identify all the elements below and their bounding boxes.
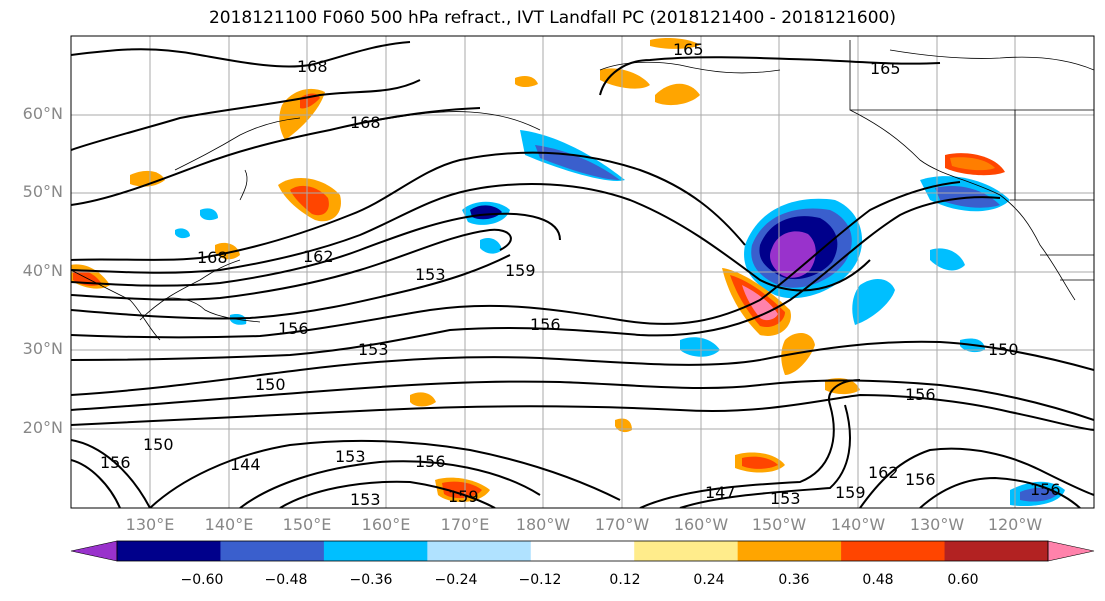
contour-label: 168 — [297, 57, 328, 76]
lon-label: 160°W — [673, 515, 729, 534]
contour-label: 156 — [1030, 480, 1061, 499]
colorbar-tick: 0.24 — [693, 572, 725, 588]
colorbar-segment — [220, 541, 325, 561]
colorbar-tick: −0.12 — [518, 572, 562, 588]
lon-label: 130°E — [125, 515, 175, 534]
contour-label: 159 — [835, 483, 866, 502]
colorbar-tick: 0.12 — [609, 572, 641, 588]
colorbar-segment — [634, 541, 739, 561]
lon-label: 120°W — [987, 515, 1043, 534]
contour-label: 150 — [143, 435, 174, 454]
contour-label: 156 — [100, 453, 131, 472]
lat-label: 60°N — [22, 104, 63, 123]
contour-label: 156 — [905, 385, 936, 404]
contour-label: 153 — [770, 489, 801, 508]
contour-label: 156 — [905, 470, 936, 489]
colorbar-tick: −0.24 — [434, 572, 478, 588]
colorbar-extend-min — [70, 540, 118, 562]
colorbar-segment — [427, 541, 532, 561]
colorbar-segment — [841, 541, 946, 561]
lat-label: 30°N — [22, 339, 63, 358]
contour-label: 153 — [350, 490, 381, 509]
colorbar-frame — [116, 540, 1049, 562]
colorbar-tick: 0.36 — [778, 572, 810, 588]
contour-label: 168 — [350, 113, 381, 132]
contour-label: 156 — [530, 315, 561, 334]
colorbar-tick: −0.48 — [264, 572, 308, 588]
height-contours — [71, 41, 1094, 508]
contour-label: 168 — [197, 248, 228, 267]
colorbar-tick: −0.36 — [349, 572, 393, 588]
contour-label: 147 — [705, 483, 736, 502]
lon-label: 150°W — [751, 515, 807, 534]
contour-label: 165 — [673, 40, 704, 59]
contour-label: 156 — [278, 319, 309, 338]
lon-label: 130°W — [909, 515, 965, 534]
lon-label: 140°E — [204, 515, 254, 534]
contour-label: 159 — [505, 261, 536, 280]
contour-label: 162 — [868, 463, 899, 482]
colorbar-segment — [530, 541, 635, 561]
colorbar-segment — [323, 541, 428, 561]
contour-label: 153 — [335, 447, 366, 466]
graticule — [71, 36, 1094, 508]
colorbar-segment — [117, 541, 221, 561]
contour-label: 159 — [448, 487, 479, 506]
contour-label: 150 — [255, 375, 286, 394]
lon-label: 150°E — [282, 515, 332, 534]
contour-label: 162 — [303, 247, 334, 266]
lat-label: 50°N — [22, 182, 63, 201]
lon-label: 170°E — [440, 515, 490, 534]
colorbar-tick: 0.60 — [947, 572, 979, 588]
coastlines — [71, 40, 1094, 341]
lon-label: 170°W — [594, 515, 650, 534]
contour-label: 150 — [988, 340, 1019, 359]
colorbar-segment — [737, 541, 842, 561]
contour-labels: 168 168 168 165 165 162 159 156 156 153 … — [100, 40, 1061, 509]
lon-label: 140°W — [830, 515, 886, 534]
contour-label: 153 — [415, 265, 446, 284]
lat-label: 20°N — [22, 418, 63, 437]
contour-label: 165 — [870, 59, 901, 78]
colorbar-tick: 0.48 — [862, 572, 894, 588]
lon-label: 160°E — [361, 515, 411, 534]
lat-label: 40°N — [22, 261, 63, 280]
lon-label: 180°W — [515, 515, 571, 534]
colorbar-segment — [944, 541, 1049, 561]
map-title: 2018121100 F060 500 hPa refract., IVT La… — [208, 8, 896, 28]
colorbar-extend-max — [1047, 540, 1095, 562]
map-frame — [70, 35, 1095, 509]
contour-label: 156 — [415, 452, 446, 471]
colorbar-tick: −0.60 — [180, 572, 224, 588]
colorbar — [70, 540, 1095, 562]
contour-label: 144 — [230, 455, 261, 474]
contour-label: 153 — [358, 340, 389, 359]
